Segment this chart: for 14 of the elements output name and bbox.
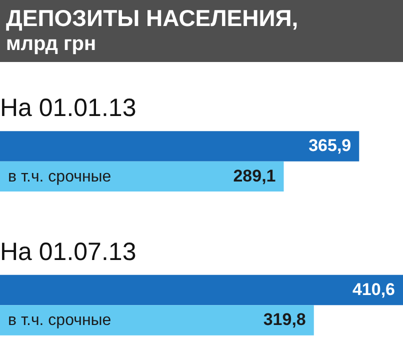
data-label: 410,6: [352, 280, 395, 300]
bar: [0, 131, 360, 162]
y-tick-label: На 01.07.13: [0, 238, 136, 266]
y-tick-label: На 01.01.13: [0, 94, 136, 122]
bar: [0, 161, 284, 192]
data-label: 319,8: [263, 310, 306, 330]
text: в т.ч. срочные: [8, 168, 112, 186]
chart-title: ДЕПОЗИТЫ НАСЕЛЕНИЯ,: [6, 5, 300, 31]
bar: [0, 274, 403, 306]
chart-subtitle: млрд грн: [6, 32, 98, 57]
data-label: 289,1: [233, 166, 276, 186]
data-label: 365,9: [308, 136, 352, 156]
series-label: в т.ч. срочные: [8, 312, 112, 330]
bar: [0, 305, 314, 336]
